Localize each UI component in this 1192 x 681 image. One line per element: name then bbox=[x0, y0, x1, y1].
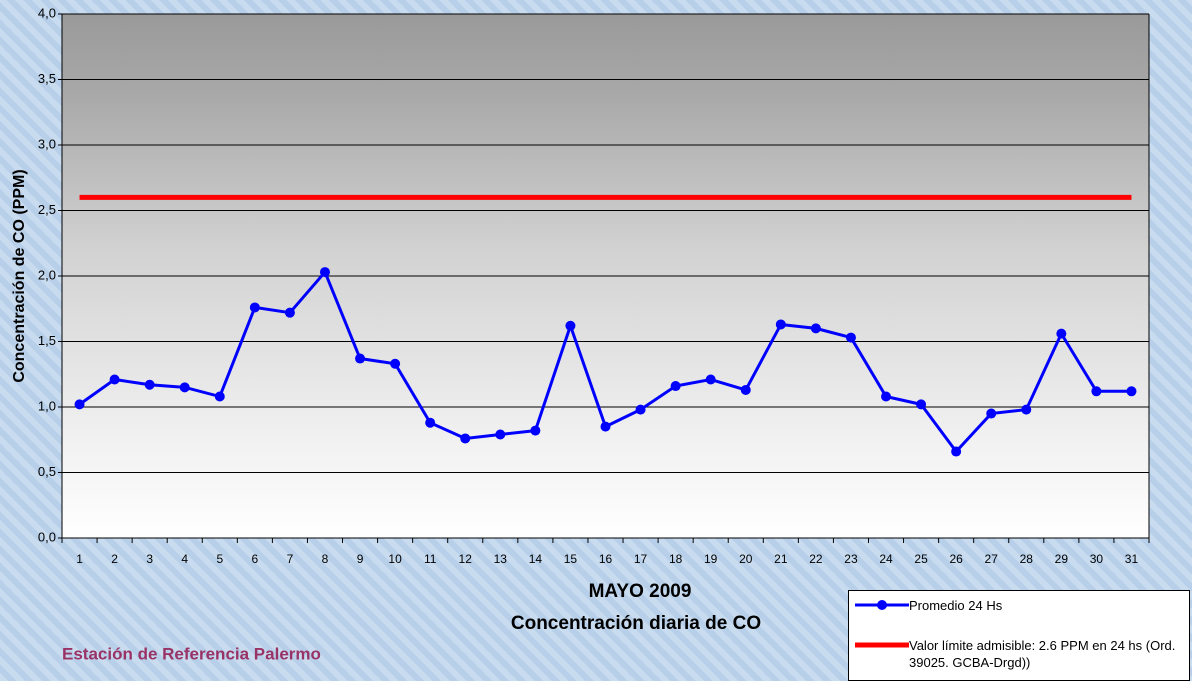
x-tick-label: 29 bbox=[1055, 552, 1069, 566]
x-tick-label: 19 bbox=[704, 552, 718, 566]
x-tick-label: 12 bbox=[459, 552, 473, 566]
y-tick-label: 1,0 bbox=[38, 398, 56, 413]
x-tick-label: 24 bbox=[879, 552, 893, 566]
x-axis-title: MAYO 2009 bbox=[589, 581, 692, 602]
legend-marker bbox=[849, 637, 909, 653]
x-tick-label: 17 bbox=[634, 552, 648, 566]
point bbox=[881, 392, 891, 402]
x-tick-label: 30 bbox=[1090, 552, 1104, 566]
point bbox=[75, 399, 85, 409]
y-tick-label: 4,0 bbox=[38, 5, 56, 20]
x-tick-label: 22 bbox=[809, 552, 823, 566]
point bbox=[1126, 386, 1136, 396]
legend-label: Promedio 24 Hs bbox=[909, 597, 1187, 614]
legend-entry: Valor límite admisible: 2.6 PPM en 24 hs… bbox=[849, 637, 1187, 671]
y-tick-label: 3,5 bbox=[38, 71, 56, 86]
x-tick-label: 3 bbox=[146, 552, 153, 566]
x-tick-label: 20 bbox=[739, 552, 753, 566]
x-tick-label: 10 bbox=[388, 552, 402, 566]
point bbox=[180, 382, 190, 392]
x-tick-label: 18 bbox=[669, 552, 683, 566]
legend-label: Valor límite admisible: 2.6 PPM en 24 hs… bbox=[909, 637, 1187, 671]
point bbox=[145, 380, 155, 390]
y-tick-label: 2,5 bbox=[38, 202, 56, 217]
legend-marker bbox=[849, 597, 909, 613]
point bbox=[1021, 405, 1031, 415]
x-tick-label: 9 bbox=[357, 552, 364, 566]
point bbox=[425, 418, 435, 428]
point bbox=[1056, 329, 1066, 339]
y-tick-label: 0,0 bbox=[38, 529, 56, 544]
point bbox=[706, 374, 716, 384]
y-tick-label: 1,5 bbox=[38, 333, 56, 348]
x-tick-label: 7 bbox=[287, 552, 294, 566]
x-axis-title: Concentración diaria de CO bbox=[511, 613, 761, 634]
point bbox=[495, 430, 505, 440]
point bbox=[776, 319, 786, 329]
x-tick-label: 5 bbox=[216, 552, 223, 566]
legend: Promedio 24 Hs Valor límite admisible: 2.… bbox=[848, 590, 1190, 681]
chart: Concentración de CO (PPM) MAYO 2009 Conc… bbox=[0, 0, 1192, 681]
point bbox=[250, 302, 260, 312]
legend-entry: Promedio 24 Hs bbox=[849, 597, 1187, 614]
point bbox=[530, 426, 540, 436]
x-tick-label: 26 bbox=[949, 552, 963, 566]
x-tick-label: 6 bbox=[252, 552, 259, 566]
y-axis-title: Concentración de CO (PPM) bbox=[11, 169, 28, 382]
point bbox=[215, 392, 225, 402]
x-tick-label: 8 bbox=[322, 552, 329, 566]
x-tick-label: 13 bbox=[494, 552, 508, 566]
x-tick-label: 16 bbox=[599, 552, 613, 566]
point bbox=[916, 399, 926, 409]
x-tick-label: 4 bbox=[181, 552, 188, 566]
x-tick-label: 27 bbox=[985, 552, 999, 566]
x-tick-label: 28 bbox=[1020, 552, 1034, 566]
point bbox=[636, 405, 646, 415]
point bbox=[110, 374, 120, 384]
x-tick-label: 15 bbox=[564, 552, 578, 566]
x-tick-label: 1 bbox=[76, 552, 83, 566]
point bbox=[601, 422, 611, 432]
point bbox=[811, 323, 821, 333]
y-tick-label: 2,0 bbox=[38, 267, 56, 282]
page: Concentración de CO (PPM) MAYO 2009 Conc… bbox=[0, 0, 1192, 681]
x-tick-label: 31 bbox=[1125, 552, 1139, 566]
annotation: Estación de Referencia Palermo bbox=[62, 644, 321, 663]
point bbox=[285, 308, 295, 318]
point bbox=[986, 409, 996, 419]
point bbox=[320, 267, 330, 277]
point bbox=[741, 385, 751, 395]
point bbox=[390, 359, 400, 369]
point bbox=[951, 447, 961, 457]
x-tick-label: 25 bbox=[914, 552, 928, 566]
x-tick-label: 14 bbox=[529, 552, 543, 566]
point bbox=[846, 333, 856, 343]
point bbox=[460, 433, 470, 443]
x-tick-label: 21 bbox=[774, 552, 788, 566]
point bbox=[671, 381, 681, 391]
x-tick-label: 2 bbox=[111, 552, 118, 566]
y-tick-label: 3,0 bbox=[38, 136, 56, 151]
y-tick-label: 0,5 bbox=[38, 464, 56, 479]
x-tick-label: 23 bbox=[844, 552, 858, 566]
point bbox=[1091, 386, 1101, 396]
x-tick-label: 11 bbox=[424, 552, 437, 566]
point bbox=[565, 321, 575, 331]
point bbox=[355, 354, 365, 364]
